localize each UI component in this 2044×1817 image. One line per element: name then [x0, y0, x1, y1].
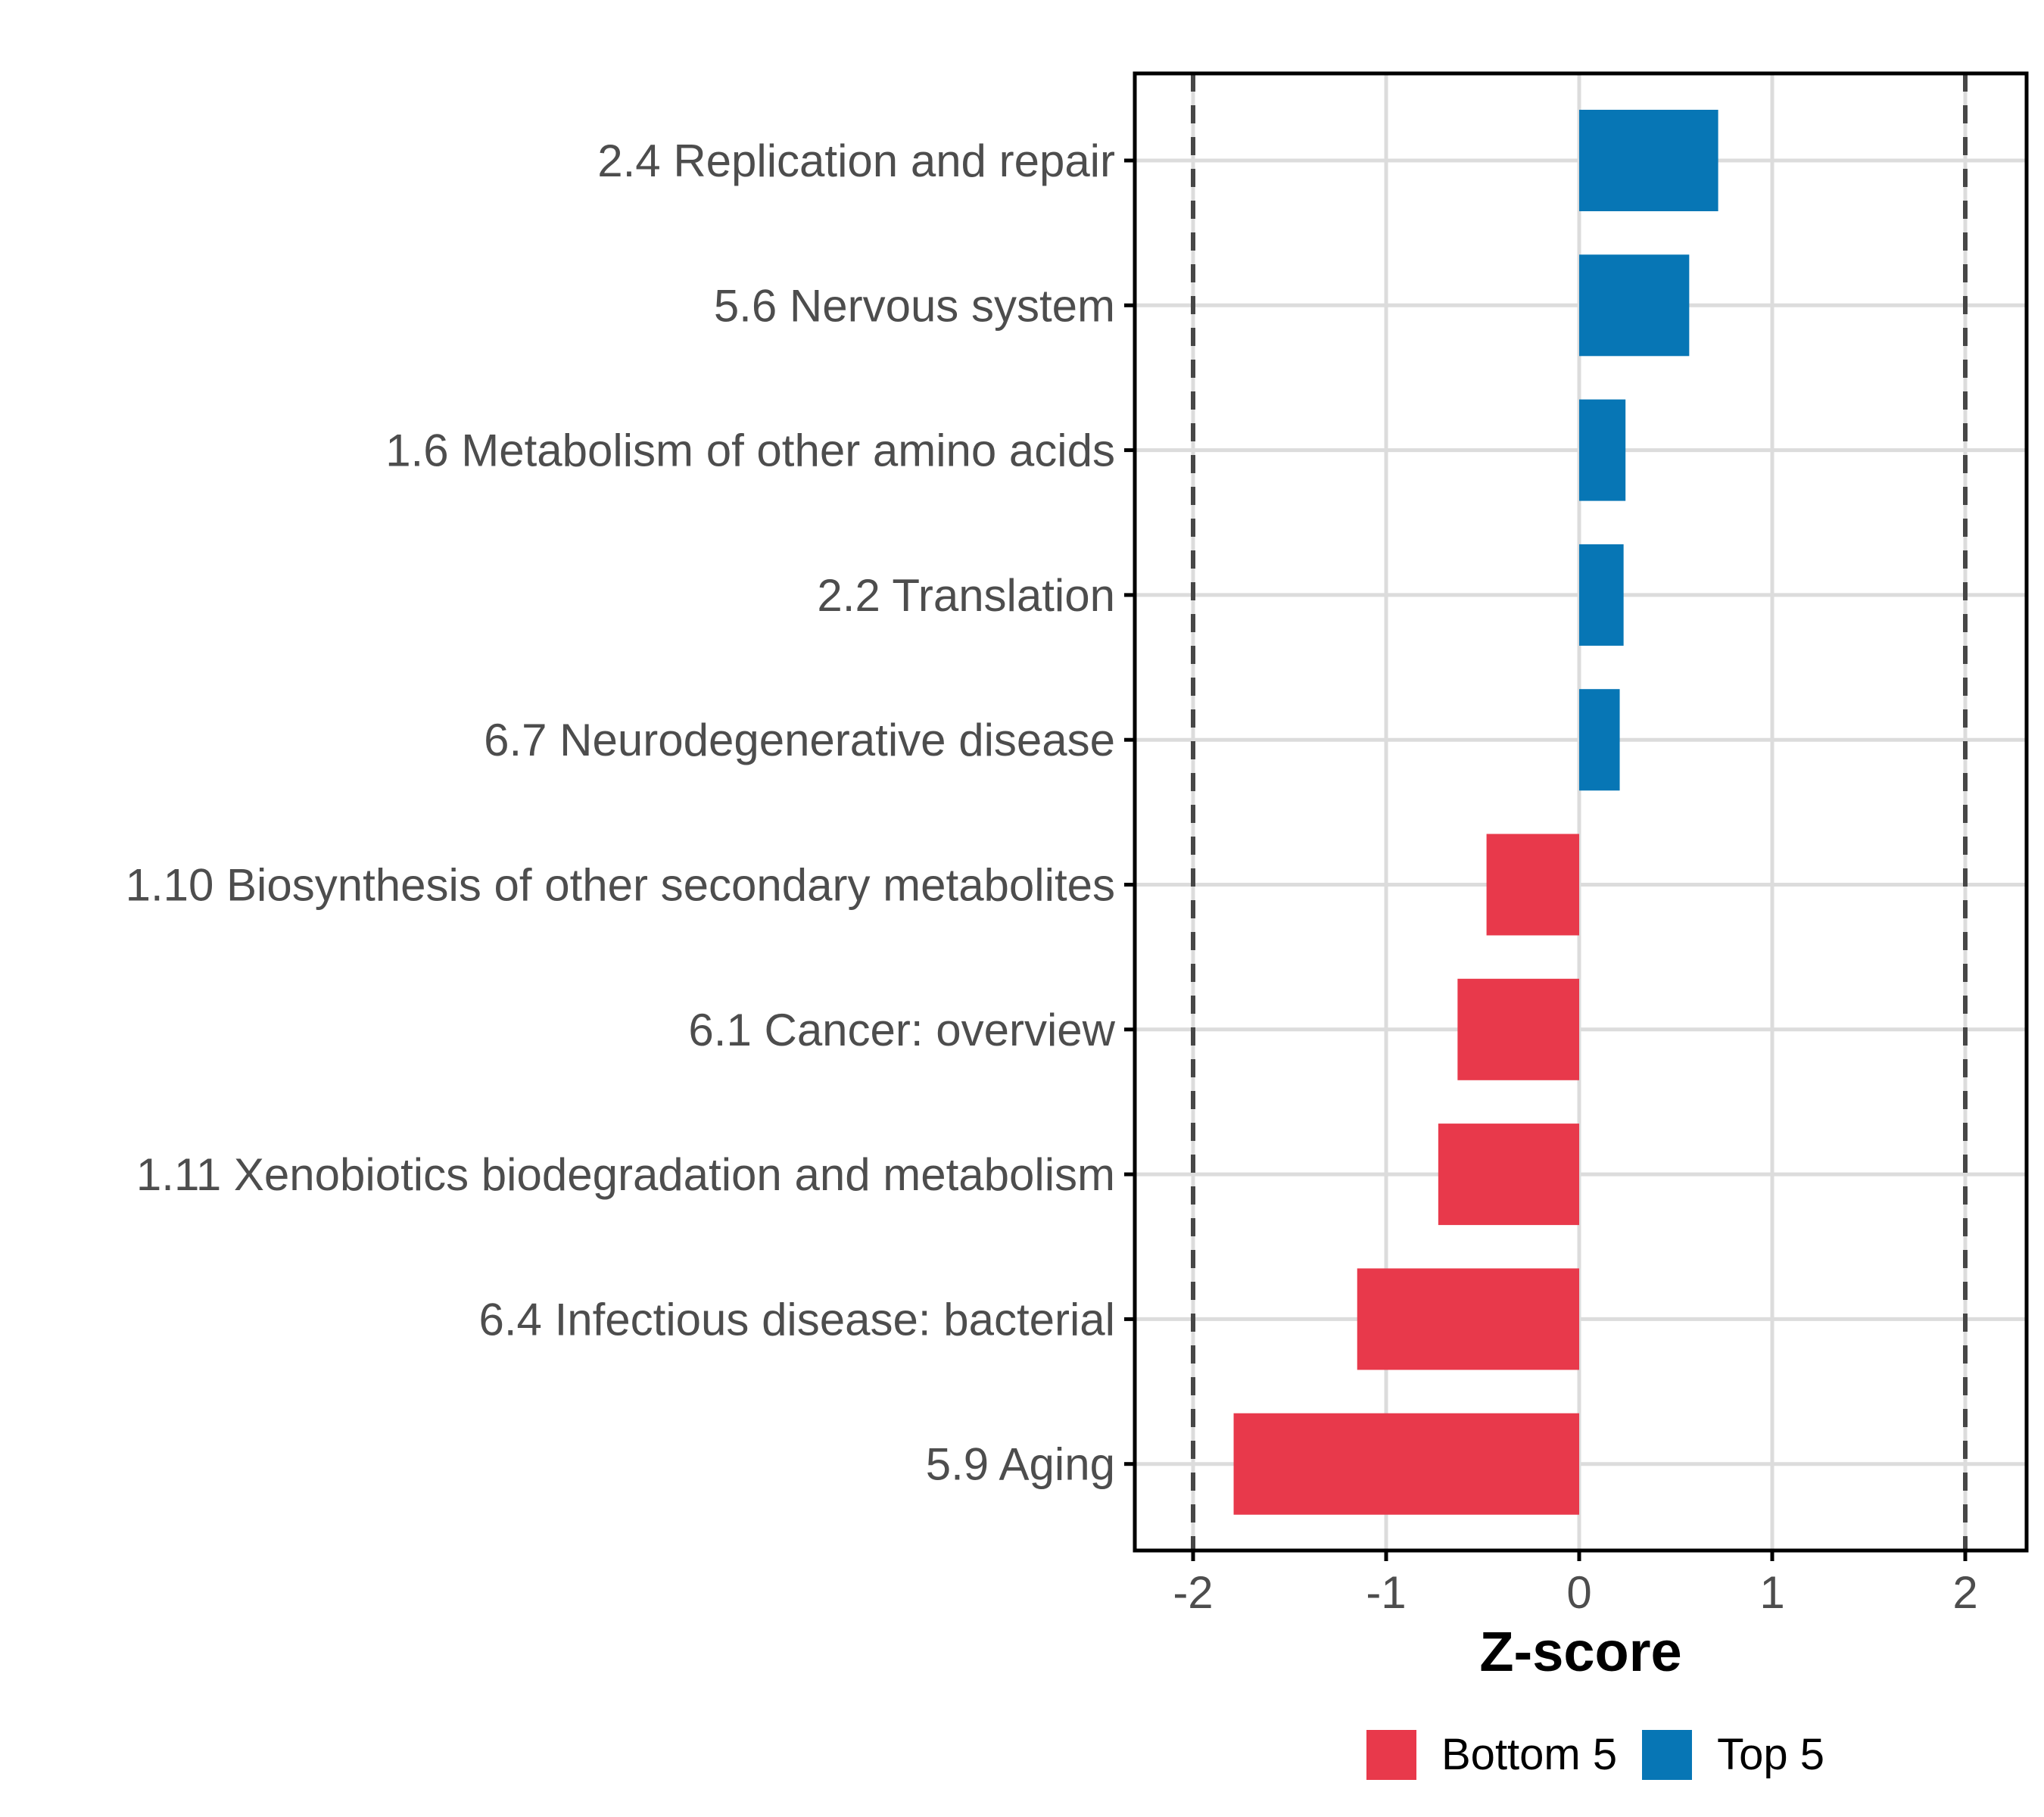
bar	[1579, 254, 1690, 357]
legend-swatch-bottom5	[1366, 1730, 1416, 1780]
category-label: 6.4 Infectious disease: bacterial	[479, 1294, 1116, 1345]
legend-label-top5: Top 5	[1717, 1730, 1825, 1779]
bar	[1579, 399, 1626, 501]
x-tick-label: 1	[1759, 1567, 1784, 1618]
legend: Bottom 5 Top 5	[1366, 1730, 1824, 1780]
bar	[1579, 110, 1718, 211]
x-tick-label: 2	[1952, 1567, 1977, 1618]
category-label: 6.7 Neurodegenerative disease	[484, 715, 1115, 765]
bar	[1233, 1413, 1579, 1515]
category-label: 1.6 Metabolism of other amino acids	[385, 425, 1115, 476]
category-label: 5.6 Nervous system	[714, 280, 1115, 331]
category-label: 1.11 Xenobiotics biodegradation and meta…	[136, 1149, 1115, 1200]
category-label: 6.1 Cancer: overview	[688, 1005, 1115, 1055]
bar	[1579, 544, 1624, 646]
category-label: 2.2 Translation	[817, 570, 1115, 621]
category-label: 2.4 Replication and repair	[597, 136, 1115, 186]
bar	[1486, 834, 1579, 936]
category-label: 5.9 Aging	[926, 1439, 1115, 1490]
x-tick-label: -1	[1366, 1567, 1406, 1618]
x-tick-label: 0	[1566, 1567, 1591, 1618]
x-tick-label: -2	[1173, 1567, 1213, 1618]
bar	[1579, 689, 1620, 791]
x-axis-title: Z-score	[1479, 1620, 1682, 1683]
category-label: 1.10 Biosynthesis of other secondary met…	[126, 860, 1115, 911]
bar	[1457, 978, 1579, 1080]
legend-swatch-top5	[1642, 1730, 1693, 1780]
legend-label-bottom5: Bottom 5	[1441, 1730, 1618, 1779]
bar	[1357, 1268, 1579, 1370]
bar	[1438, 1124, 1579, 1226]
